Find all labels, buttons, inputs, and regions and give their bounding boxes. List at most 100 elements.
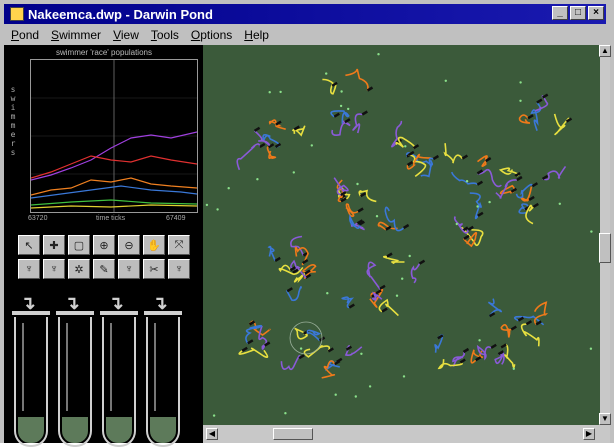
tube-1-arrow-icon[interactable]: ↴ bbox=[20, 293, 36, 313]
menu-pond[interactable]: Pond bbox=[11, 28, 40, 42]
menu-swimmer[interactable]: Swimmer bbox=[51, 28, 102, 42]
swimmer-tool-2-icon[interactable]: ♆ bbox=[43, 259, 65, 279]
swimmer[interactable] bbox=[494, 350, 505, 365]
swimmer[interactable] bbox=[437, 359, 463, 370]
swimmer-tool-6-icon[interactable]: ✂ bbox=[143, 259, 165, 279]
tube-2-arrow-icon[interactable]: ↴ bbox=[64, 293, 80, 313]
swimmer[interactable] bbox=[383, 255, 405, 264]
swimmer[interactable] bbox=[294, 327, 309, 340]
test-tube-3[interactable] bbox=[100, 311, 138, 447]
swimmer[interactable] bbox=[408, 154, 427, 178]
swimmer[interactable] bbox=[303, 344, 331, 358]
swimmer-tool-4-icon[interactable]: ✎ bbox=[93, 259, 115, 279]
menu-help[interactable]: Help bbox=[244, 28, 269, 42]
swimmer[interactable] bbox=[477, 168, 502, 188]
swimmer[interactable] bbox=[477, 155, 488, 167]
swimmer[interactable] bbox=[450, 171, 479, 186]
scroll-down-button[interactable]: ▼ bbox=[599, 413, 611, 425]
swimmer[interactable] bbox=[345, 68, 369, 91]
swimmer[interactable] bbox=[268, 119, 286, 130]
swimmer-tool-7-icon[interactable]: ♆ bbox=[168, 259, 190, 279]
test-tube-4[interactable] bbox=[144, 311, 182, 447]
title-bar[interactable]: Nakeemca.dwp - Darwin Pond _ □ × bbox=[4, 4, 606, 24]
swimmer[interactable] bbox=[293, 272, 306, 284]
swimmer[interactable] bbox=[254, 130, 271, 147]
swimmer[interactable] bbox=[515, 183, 534, 199]
swimmer[interactable] bbox=[533, 301, 549, 325]
swimmer[interactable] bbox=[330, 110, 350, 124]
swimmer[interactable] bbox=[278, 264, 304, 276]
swimmer[interactable] bbox=[443, 143, 464, 164]
swimmer[interactable] bbox=[530, 102, 542, 131]
maximize-button[interactable]: □ bbox=[570, 6, 586, 20]
swimmer[interactable] bbox=[290, 259, 307, 279]
swimmer[interactable] bbox=[236, 143, 261, 171]
scroll-right-button[interactable]: ▶ bbox=[583, 428, 595, 440]
swimmer[interactable] bbox=[518, 114, 531, 124]
test-tube-2[interactable] bbox=[56, 311, 94, 447]
horizontal-scrollbar[interactable]: ◀ ▶ bbox=[203, 425, 610, 443]
swimmer[interactable] bbox=[238, 347, 269, 359]
menu-view[interactable]: View bbox=[113, 28, 139, 42]
swimmer[interactable] bbox=[245, 324, 263, 344]
swimmer[interactable] bbox=[352, 113, 363, 134]
move-tool-icon[interactable]: ⤧ bbox=[168, 235, 190, 255]
swimmer[interactable] bbox=[553, 113, 570, 136]
swimmer[interactable] bbox=[520, 186, 533, 202]
swimmer[interactable] bbox=[495, 179, 517, 199]
swimmer[interactable] bbox=[333, 177, 349, 196]
swimmer[interactable] bbox=[452, 351, 465, 367]
swimmer[interactable] bbox=[280, 354, 301, 371]
swimmer[interactable] bbox=[520, 323, 540, 347]
plus-tool-icon[interactable]: ✚ bbox=[43, 235, 65, 255]
swimmer-tool-5-icon[interactable]: ♆ bbox=[118, 259, 140, 279]
swimmer[interactable] bbox=[286, 286, 302, 302]
swimmer[interactable] bbox=[324, 360, 340, 372]
zoom-in-tool-icon[interactable]: ⊕ bbox=[93, 235, 115, 255]
menu-options[interactable]: Options bbox=[190, 28, 233, 42]
pointer-tool-icon[interactable]: ↖ bbox=[18, 235, 40, 255]
swimmer[interactable] bbox=[321, 360, 336, 379]
swimmer[interactable] bbox=[420, 157, 434, 178]
swimmer[interactable] bbox=[500, 344, 516, 369]
close-button[interactable]: × bbox=[588, 6, 604, 20]
tube-3-arrow-icon[interactable]: ↴ bbox=[108, 293, 124, 313]
swimmer[interactable] bbox=[391, 120, 403, 148]
tube-4-arrow-icon[interactable]: ↴ bbox=[152, 293, 168, 313]
horizontal-scroll-thumb[interactable] bbox=[273, 428, 313, 440]
swimmer[interactable] bbox=[336, 179, 344, 203]
swimmer[interactable] bbox=[371, 291, 383, 301]
swimmer[interactable] bbox=[406, 153, 432, 170]
swimmer[interactable] bbox=[463, 231, 478, 248]
swimmer[interactable] bbox=[377, 221, 398, 231]
swimmer[interactable] bbox=[542, 165, 567, 181]
menu-tools[interactable]: Tools bbox=[150, 28, 179, 42]
swimmer[interactable] bbox=[358, 189, 377, 203]
scroll-up-button[interactable]: ▲ bbox=[599, 45, 611, 57]
swimmer[interactable] bbox=[384, 206, 405, 232]
swimmer[interactable] bbox=[341, 296, 355, 309]
zoom-out-tool-icon[interactable]: ⊖ bbox=[118, 235, 140, 255]
scroll-left-button[interactable]: ◀ bbox=[206, 428, 218, 440]
swimmer[interactable] bbox=[453, 216, 469, 234]
minimize-button[interactable]: _ bbox=[552, 6, 568, 20]
app-icon[interactable] bbox=[10, 7, 24, 21]
swimmer-tool-1-icon[interactable]: ♆ bbox=[18, 259, 40, 279]
swimmer[interactable] bbox=[344, 345, 363, 356]
swimmer[interactable] bbox=[369, 288, 384, 308]
swimmer[interactable] bbox=[470, 349, 484, 364]
swimmer[interactable] bbox=[487, 298, 503, 317]
swimmer[interactable] bbox=[476, 344, 492, 361]
swimmer[interactable] bbox=[395, 136, 416, 149]
pond-view[interactable] bbox=[203, 45, 600, 425]
hand-tool-icon[interactable]: ✋ bbox=[143, 235, 165, 255]
swimmer[interactable] bbox=[266, 146, 277, 160]
test-tube-1[interactable] bbox=[12, 311, 50, 447]
swimmer[interactable] bbox=[345, 203, 359, 217]
vertical-scroll-thumb[interactable] bbox=[599, 233, 611, 263]
swimmer[interactable] bbox=[331, 120, 351, 136]
select-rect-tool-icon[interactable]: ▢ bbox=[68, 235, 90, 255]
swimmer[interactable] bbox=[267, 245, 276, 262]
swimmer[interactable] bbox=[378, 298, 399, 317]
swimmer[interactable] bbox=[258, 325, 268, 350]
